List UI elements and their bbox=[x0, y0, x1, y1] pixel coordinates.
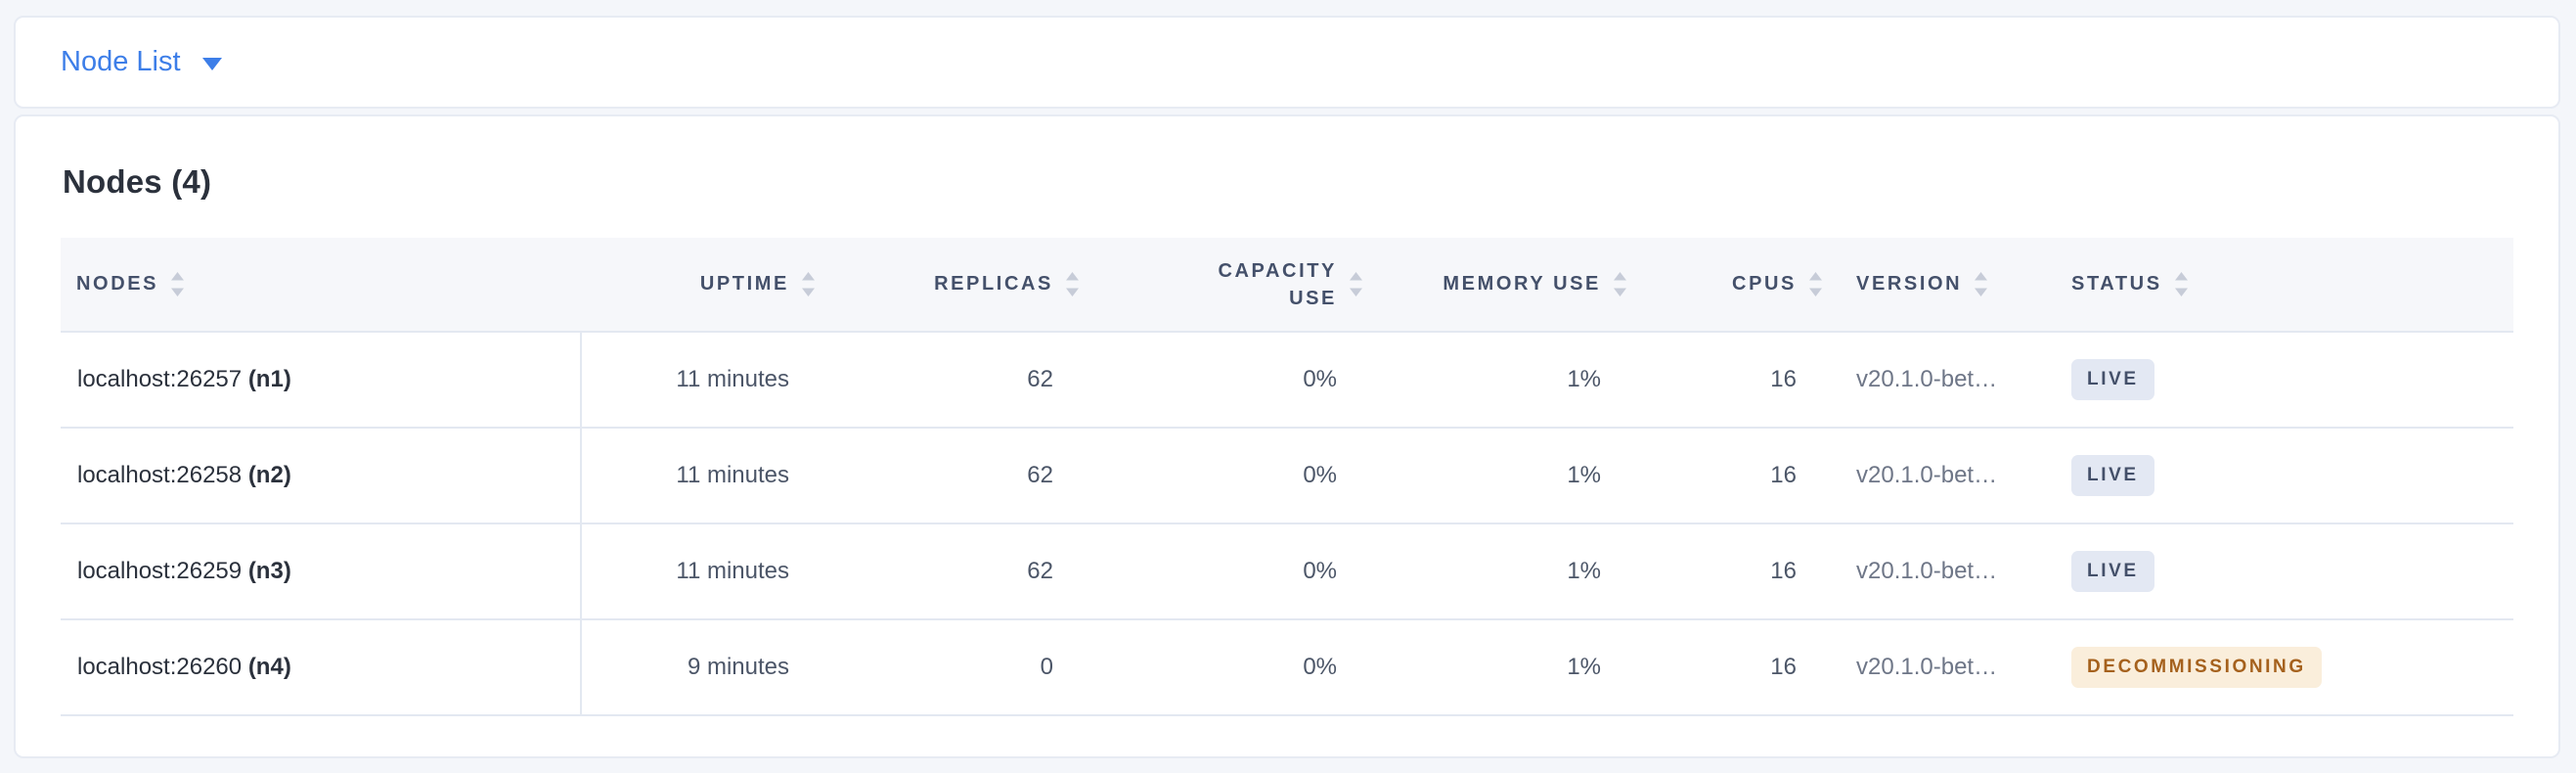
cell-replicas: 62 bbox=[816, 523, 1080, 619]
column-header-label: Uptime bbox=[699, 273, 789, 295]
cell-uptime: 9 minutes bbox=[581, 618, 816, 716]
cell-replicas: 0 bbox=[816, 618, 1080, 716]
cell-memory_use: 1% bbox=[1363, 427, 1627, 523]
cell-cpus: 16 bbox=[1627, 331, 1823, 428]
column-header-label: CPUs bbox=[1732, 273, 1797, 295]
cell-cpus: 16 bbox=[1627, 427, 1823, 523]
column-header-replicas[interactable]: Replicas bbox=[816, 238, 1080, 332]
column-header-version[interactable]: Version bbox=[1823, 238, 2058, 332]
node-address: localhost:26258 bbox=[77, 462, 243, 488]
column-header-nodes[interactable]: Nodes bbox=[61, 238, 581, 332]
cell-uptime: 11 minutes bbox=[581, 427, 816, 523]
column-header-label: Replicas bbox=[934, 273, 1053, 295]
sort-icon bbox=[1066, 272, 1079, 296]
cell-version: v20.1.0-bet… bbox=[1823, 427, 2058, 523]
caret-down-icon bbox=[201, 58, 222, 70]
cell-status: LIVE bbox=[2058, 523, 2513, 619]
cell-cpus: 16 bbox=[1627, 618, 1823, 716]
sort-icon bbox=[1975, 272, 1988, 296]
status-badge: LIVE bbox=[2071, 550, 2154, 593]
sort-icon bbox=[1350, 271, 1362, 296]
cell-status: LIVE bbox=[2058, 427, 2513, 523]
node-address: localhost:26260 bbox=[77, 654, 243, 680]
node-id: (n2) bbox=[247, 462, 291, 488]
table-row: localhost:26260 (n4) 9 minutes 0 0% 1% 16 v20.… bbox=[61, 618, 2513, 716]
column-header-label: Nodes bbox=[76, 273, 159, 295]
cell-status: LIVE bbox=[2058, 331, 2513, 428]
column-header-cpus[interactable]: CPUs bbox=[1627, 238, 1823, 332]
cell-version: v20.1.0-bet… bbox=[1823, 618, 2058, 716]
cell-capacity_use: 0% bbox=[1080, 618, 1363, 716]
cell-capacity_use: 0% bbox=[1080, 523, 1363, 619]
node-id: (n3) bbox=[247, 558, 291, 584]
column-header-label: Memory Use bbox=[1443, 273, 1601, 295]
sort-icon bbox=[1809, 272, 1822, 296]
status-badge: LIVE bbox=[2071, 358, 2154, 401]
sort-icon bbox=[2174, 272, 2188, 296]
node-address: localhost:26257 bbox=[77, 366, 243, 392]
table-row: localhost:26257 (n1) 11 minutes 62 0% 1% 16 v2… bbox=[61, 331, 2513, 428]
status-badge: DECOMMISSIONING bbox=[2071, 646, 2322, 689]
status-badge: LIVE bbox=[2071, 454, 2154, 497]
column-header-memory_use[interactable]: Memory Use bbox=[1363, 238, 1627, 332]
cell-nodes: localhost:26260 (n4) bbox=[61, 618, 582, 716]
cell-memory_use: 1% bbox=[1363, 331, 1627, 428]
column-header-label: Status bbox=[2071, 273, 2162, 295]
cell-capacity_use: 0% bbox=[1080, 331, 1363, 428]
view-selector-dropdown[interactable]: Node List bbox=[61, 46, 222, 78]
view-selector-bar: Node List bbox=[14, 16, 2560, 109]
nodes-card: Nodes (4) Nodes Uptime Replicas Capacity Us… bbox=[14, 114, 2560, 758]
table-row: localhost:26259 (n3) 11 minutes 62 0% 1% 16 v2… bbox=[61, 523, 2513, 619]
cell-capacity_use: 0% bbox=[1080, 427, 1363, 523]
cell-uptime: 11 minutes bbox=[581, 523, 816, 619]
nodes-table: Nodes Uptime Replicas Capacity Use Memory Us… bbox=[61, 238, 2513, 716]
sort-icon bbox=[171, 272, 185, 296]
column-header-capacity_use[interactable]: Capacity Use bbox=[1080, 238, 1363, 332]
table-header-row: Nodes Uptime Replicas Capacity Use Memory Us… bbox=[61, 238, 2513, 332]
cell-replicas: 62 bbox=[816, 427, 1080, 523]
table-row: localhost:26258 (n2) 11 minutes 62 0% 1% 16 v2… bbox=[61, 427, 2513, 523]
sort-icon bbox=[1614, 272, 1626, 296]
cell-memory_use: 1% bbox=[1363, 618, 1627, 716]
column-header-label: Version bbox=[1856, 273, 1963, 295]
node-id: (n1) bbox=[247, 366, 291, 392]
cell-version: v20.1.0-bet… bbox=[1823, 331, 2058, 428]
cell-nodes: localhost:26259 (n3) bbox=[61, 523, 582, 619]
cell-uptime: 11 minutes bbox=[581, 331, 816, 428]
node-address: localhost:26259 bbox=[77, 558, 243, 584]
column-header-status[interactable]: Status bbox=[2058, 238, 2513, 332]
cell-nodes: localhost:26258 (n2) bbox=[61, 427, 582, 523]
page-title: Nodes (4) bbox=[63, 163, 212, 200]
cell-nodes: localhost:26257 (n1) bbox=[61, 331, 582, 428]
cell-memory_use: 1% bbox=[1363, 523, 1627, 619]
column-header-label: Capacity Use bbox=[1218, 259, 1337, 309]
cell-version: v20.1.0-bet… bbox=[1823, 523, 2058, 619]
node-id: (n4) bbox=[247, 654, 291, 680]
column-header-uptime[interactable]: Uptime bbox=[581, 238, 816, 332]
sort-icon bbox=[802, 272, 815, 296]
cell-status: DECOMMISSIONING bbox=[2058, 618, 2513, 716]
cell-replicas: 62 bbox=[816, 331, 1080, 428]
cell-cpus: 16 bbox=[1627, 523, 1823, 619]
view-selector-label: Node List bbox=[61, 46, 181, 77]
